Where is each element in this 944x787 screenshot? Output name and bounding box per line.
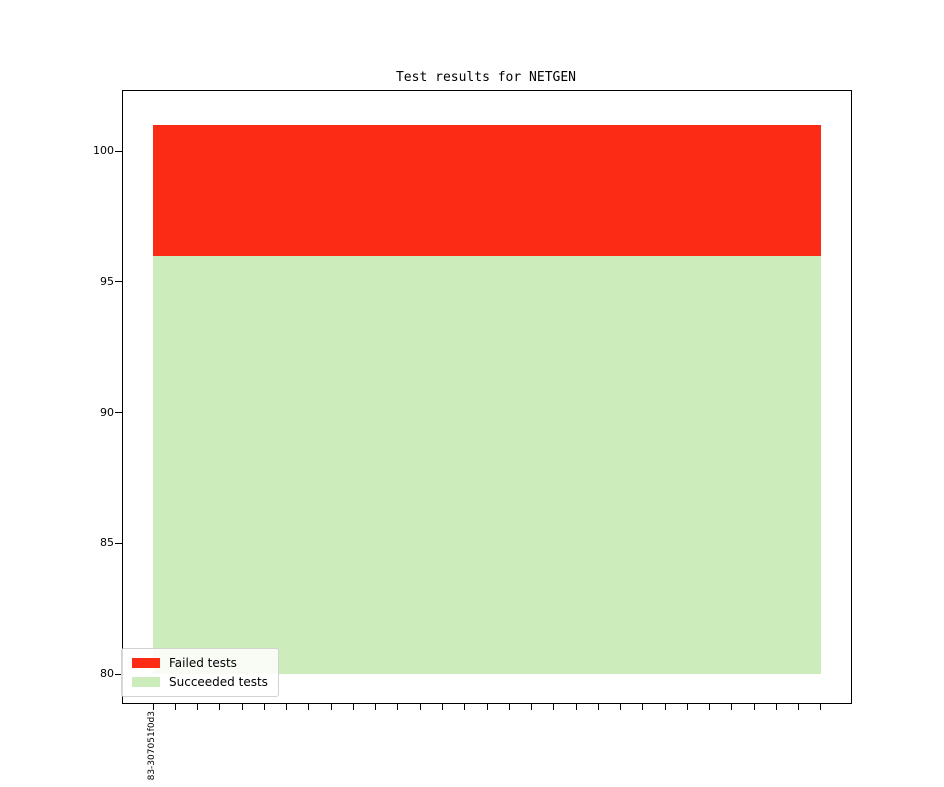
x-tick <box>486 704 488 710</box>
failed-tests-area <box>153 125 821 256</box>
x-tick <box>197 704 199 710</box>
plot-area: Failed tests Succeeded tests <box>115 90 852 710</box>
succeeded-tests-swatch <box>132 677 160 687</box>
x-tick <box>375 704 377 710</box>
x-tick <box>308 704 310 710</box>
y-tick-label: 80 <box>100 667 114 681</box>
legend-item-label: Failed tests <box>169 656 237 670</box>
x-tick <box>709 704 711 710</box>
x-tick <box>419 704 421 710</box>
x-tick <box>219 704 221 710</box>
x-tick <box>620 704 622 710</box>
x-tick <box>820 704 822 710</box>
y-tick-label: 95 <box>100 274 114 288</box>
y-tick <box>115 542 122 544</box>
x-tick <box>686 704 688 710</box>
succeeded-tests-area <box>153 255 821 675</box>
x-tick <box>731 704 733 710</box>
y-tick-label: 85 <box>100 536 114 550</box>
legend-item: Failed tests <box>132 656 268 670</box>
x-tick <box>286 704 288 710</box>
x-tick <box>798 704 800 710</box>
x-tick <box>241 704 243 710</box>
chart-title: Test results for NETGEN <box>395 70 576 85</box>
x-tick <box>575 704 577 710</box>
x-tick <box>263 704 265 710</box>
x-tick <box>441 704 443 710</box>
x-tick <box>531 704 533 710</box>
y-tick <box>115 150 122 152</box>
x-tick <box>664 704 666 710</box>
x-tick <box>775 704 777 710</box>
x-tick-label: 83-307051f0d3 <box>147 711 158 781</box>
x-tick <box>352 704 354 710</box>
legend: Failed tests Succeeded tests <box>121 648 279 697</box>
y-tick <box>115 673 122 675</box>
failed-tests-swatch <box>132 658 160 668</box>
legend-item: Succeeded tests <box>132 675 268 689</box>
x-tick <box>642 704 644 710</box>
y-tick-label: 90 <box>100 405 114 419</box>
x-tick <box>464 704 466 710</box>
x-tick <box>174 704 176 710</box>
legend-item-label: Succeeded tests <box>169 675 268 689</box>
x-tick <box>397 704 399 710</box>
x-tick <box>597 704 599 710</box>
x-tick <box>508 704 510 710</box>
x-tick <box>330 704 332 710</box>
y-tick-label: 100 <box>93 144 114 158</box>
y-tick <box>115 412 122 414</box>
y-tick <box>115 281 122 283</box>
x-tick <box>152 704 154 710</box>
x-tick <box>753 704 755 710</box>
x-tick <box>553 704 555 710</box>
